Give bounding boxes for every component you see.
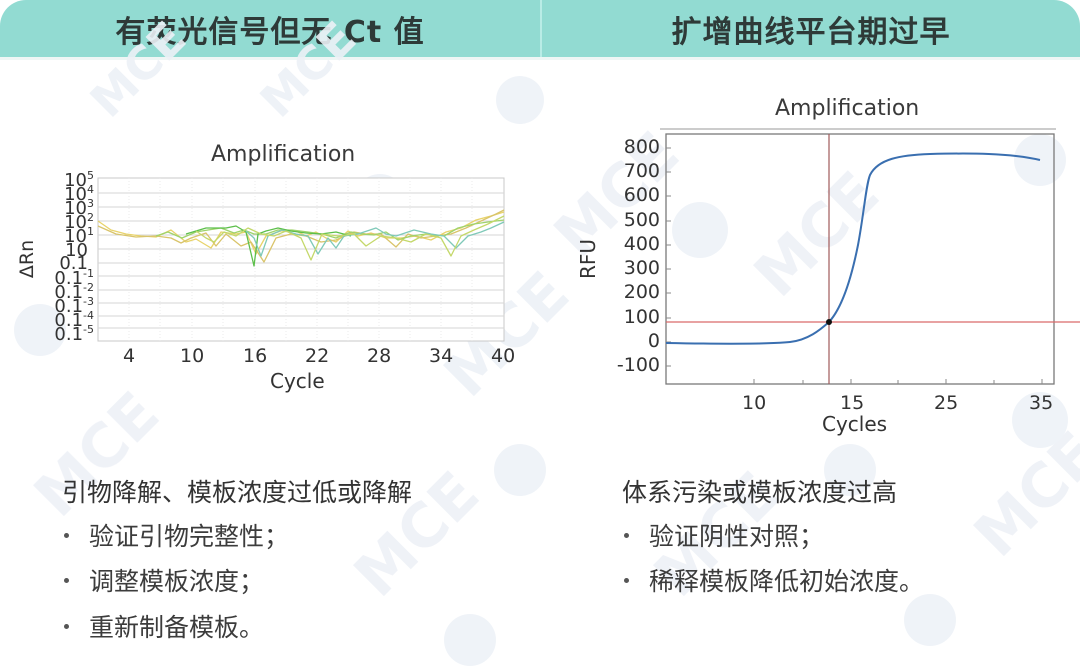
bullet-dot-icon (624, 577, 629, 583)
left-ytick: 0.1-4 (54, 309, 94, 331)
left-bullet-item: 验证引物完整性； (62, 517, 289, 553)
left-xtick: 34 (429, 345, 454, 367)
right-ytick: 200 (623, 281, 660, 303)
right-ytick: 100 (623, 306, 660, 328)
right-ytick: -100 (616, 354, 660, 376)
bullet-dot-icon (624, 532, 629, 538)
right-ytick: 700 (623, 160, 660, 182)
panel-left-header: 有荧光信号但无 Ct 值 (0, 0, 540, 57)
bullet-dot-icon (64, 623, 69, 629)
header-shadow (0, 57, 1080, 60)
left-section-title: 引物降解、模板浓度过低或降解 (62, 478, 413, 507)
left-xtick: 16 (243, 345, 268, 367)
left-xtick: 4 (123, 345, 136, 367)
left-ylabel: ΔRn (16, 239, 39, 279)
right-ytick: 500 (623, 209, 660, 231)
right-chart-plot (660, 128, 1080, 385)
left-ytick: 102 (64, 211, 94, 233)
left-chart-plot (97, 177, 505, 342)
left-ytick: 101 (64, 225, 94, 247)
right-bullet-item: 稀释模板降低初始浓度。 (622, 562, 924, 598)
left-ytick: 104 (64, 183, 94, 205)
left-ytick: 0.1-1 (54, 267, 94, 289)
left-bullet-item: 调整模板浓度； (62, 562, 264, 598)
left-ytick: 0.1-5 (54, 323, 94, 345)
left-xlabel: Cycle (270, 369, 325, 393)
left-ytick: 0.1-3 (54, 295, 94, 317)
right-chart-title: Amplification (775, 96, 920, 121)
left-ytick: 0.1 (59, 253, 88, 274)
left-xtick: 10 (180, 345, 205, 367)
left-ytick: 10 (65, 240, 88, 261)
right-ytick: 600 (623, 184, 660, 206)
left-chart-title: Amplification (211, 142, 356, 167)
right-section-title: 体系污染或模板浓度过高 (622, 478, 898, 507)
left-bullet-item: 重新制备模板。 (62, 608, 264, 644)
left-ytick: 0.1-2 (54, 281, 94, 303)
right-ytick: 300 (623, 257, 660, 279)
right-xtick: 25 (934, 392, 959, 414)
right-xtick: 10 (742, 392, 767, 414)
bullet-dot-icon (64, 532, 69, 538)
left-ytick: 103 (64, 197, 94, 219)
left-xtick: 22 (305, 345, 330, 367)
right-xtick: 35 (1029, 392, 1054, 414)
right-ylabel: RFU (576, 238, 601, 280)
left-xtick: 40 (491, 345, 516, 367)
panel-right-header: 扩增曲线平台期过早 (542, 0, 1080, 57)
right-ytick: 0 (647, 330, 660, 352)
left-xtick: 28 (367, 345, 392, 367)
right-ytick: 800 (623, 136, 660, 158)
right-bullet-item: 验证阴性对照； (622, 517, 824, 553)
right-xtick: 15 (840, 392, 865, 414)
svg-text:MCE: MCE (961, 419, 1080, 571)
header-divider (540, 0, 542, 57)
left-ytick: 105 (64, 169, 94, 191)
right-xlabel: Cycles (822, 412, 888, 436)
right-ytick: 400 (623, 233, 660, 255)
bullet-dot-icon (64, 577, 69, 583)
